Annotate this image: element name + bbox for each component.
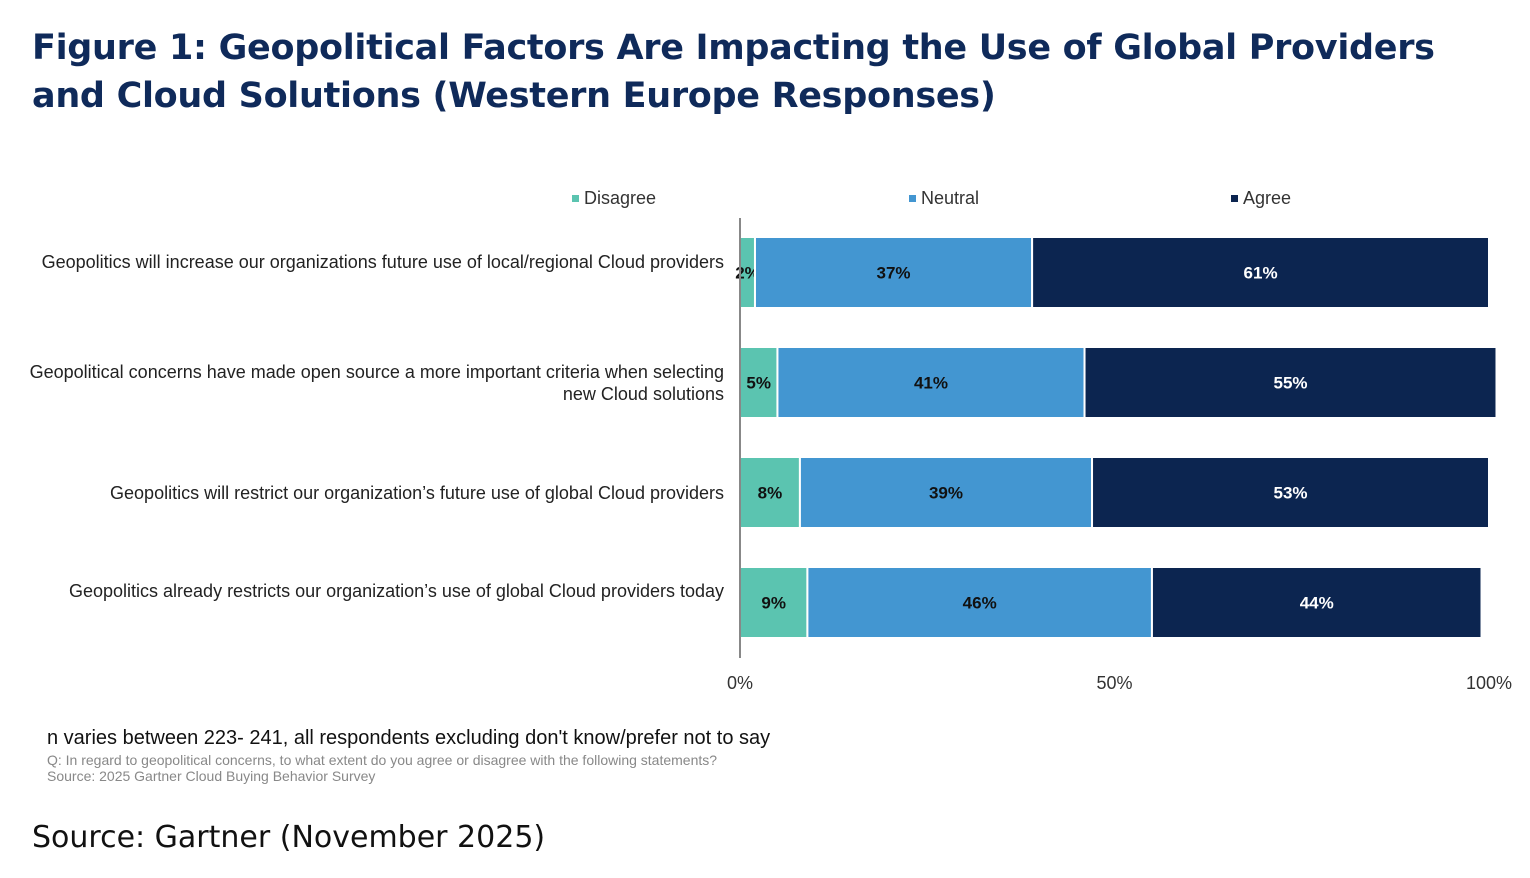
data-label: 9% xyxy=(761,594,786,613)
legend-swatch-disagree xyxy=(572,195,579,202)
data-label: 55% xyxy=(1273,374,1307,393)
data-label: 5% xyxy=(746,374,771,393)
legend-label: Neutral xyxy=(921,188,980,208)
bar-neutral xyxy=(806,566,1153,639)
data-label: 41% xyxy=(914,374,948,393)
bar-agree xyxy=(1083,346,1498,419)
legend-label: Disagree xyxy=(584,188,657,208)
data-label: 53% xyxy=(1273,484,1307,503)
data-label: 2% xyxy=(735,264,760,283)
data-label: 61% xyxy=(1244,264,1278,283)
legend-disagree: Disagree xyxy=(572,188,656,209)
category-label: Geopolitics will increase our organizati… xyxy=(41,252,724,272)
legend-swatch-neutral xyxy=(909,195,916,202)
bar-disagree xyxy=(739,346,779,419)
bar-agree xyxy=(1031,236,1490,309)
x-tick-label: 50% xyxy=(1096,673,1132,693)
legend-label: Agree xyxy=(1243,188,1292,208)
data-label: 44% xyxy=(1300,594,1334,613)
category-label: Geopolitics will restrict our organizati… xyxy=(110,483,724,503)
bar-disagree xyxy=(739,566,809,639)
figure-title: Figure 1: Geopolitical Factors Are Impac… xyxy=(32,28,1435,116)
question-note: Q: In regard to geopolitical concerns, t… xyxy=(47,752,718,768)
data-label: 39% xyxy=(929,484,963,503)
legend-swatch-agree xyxy=(1231,195,1238,202)
data-label: 37% xyxy=(877,264,911,283)
data-label: 46% xyxy=(963,594,997,613)
figure-source: Source: Gartner (November 2025) xyxy=(32,820,546,855)
bar-neutral xyxy=(753,236,1034,309)
legend-agree: Agree xyxy=(1231,188,1291,209)
bar-neutral xyxy=(776,346,1086,419)
sample-note: n varies between 223- 241, all responden… xyxy=(47,727,771,749)
data-label: 8% xyxy=(758,484,783,503)
bar-neutral xyxy=(798,456,1094,529)
x-tick-label: 100% xyxy=(1466,673,1512,693)
survey-source: Source: 2025 Gartner Cloud Buying Behavi… xyxy=(47,768,376,784)
category-label: Geopolitical concerns have made open sou… xyxy=(29,362,724,404)
x-tick-label: 0% xyxy=(727,673,753,693)
bar-agree xyxy=(1091,456,1491,529)
category-label: Geopolitics already restricts our organi… xyxy=(68,581,724,601)
legend-neutral: Neutral xyxy=(909,188,979,209)
bar-agree xyxy=(1150,566,1483,639)
